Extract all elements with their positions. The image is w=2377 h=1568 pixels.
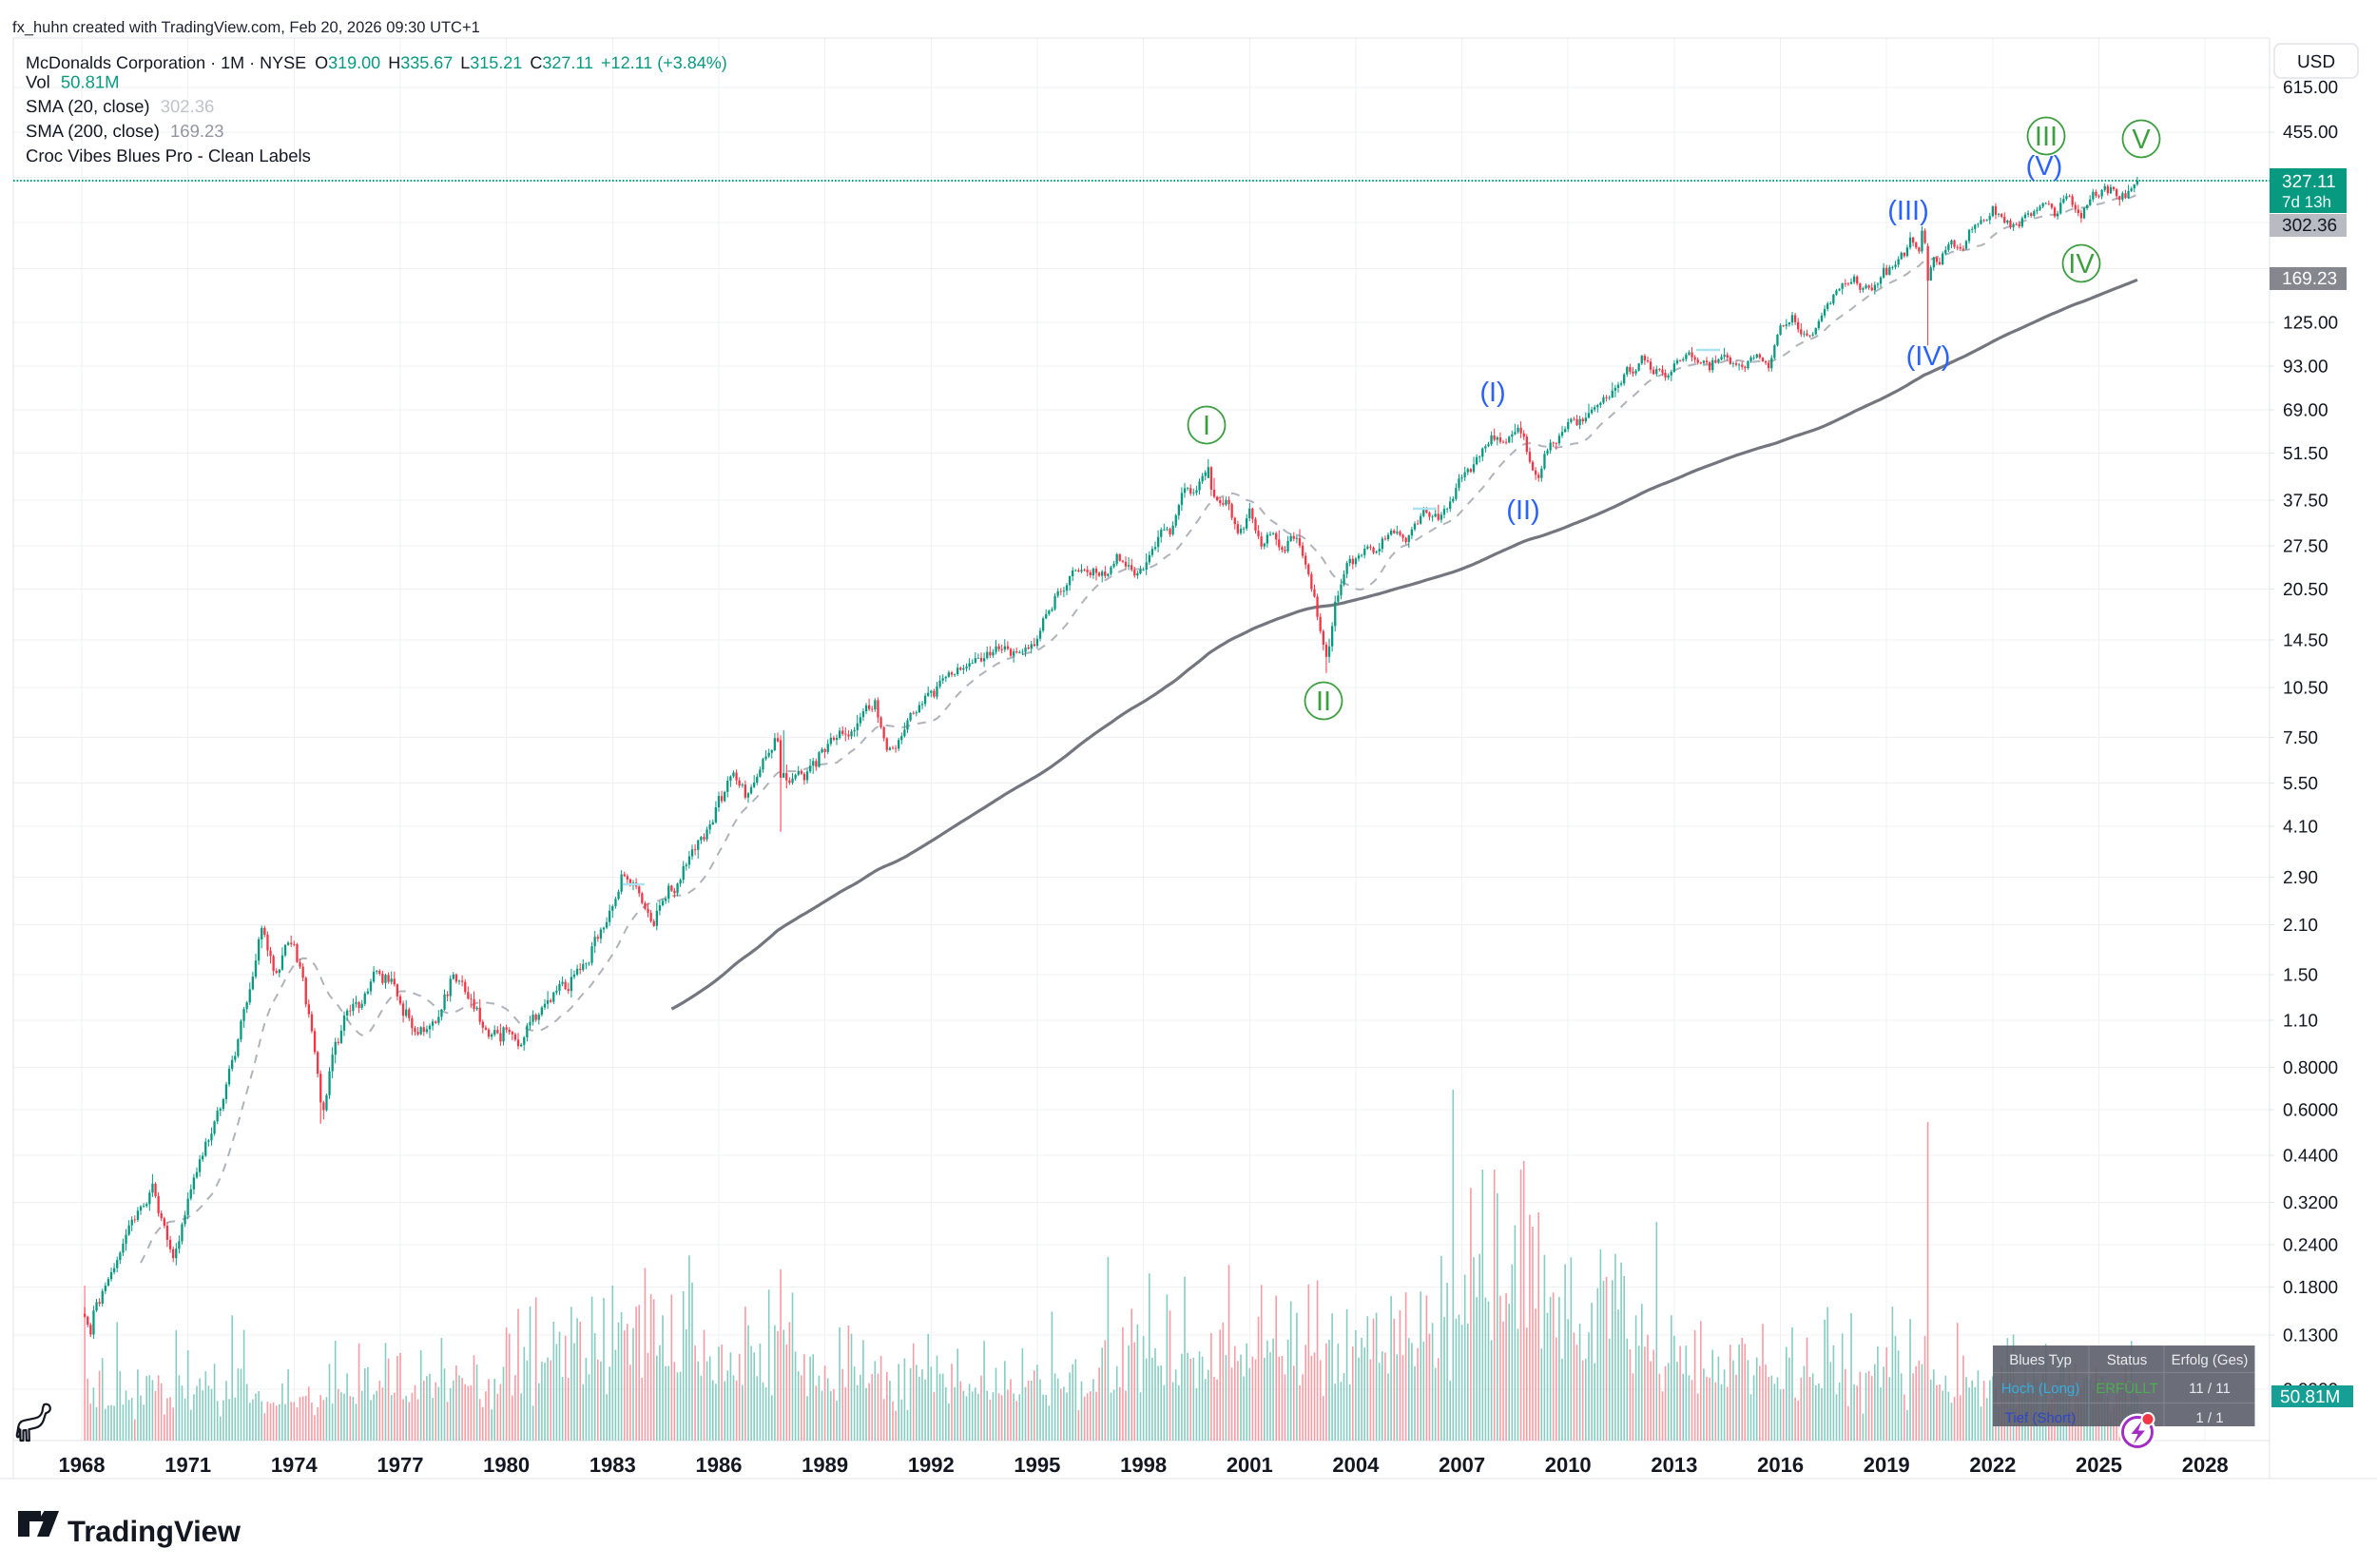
svg-text:2010: 2010: [1545, 1453, 1592, 1477]
svg-text:0.8000: 0.8000: [2283, 1058, 2338, 1078]
svg-text:2.10: 2.10: [2283, 916, 2318, 936]
svg-text:4.10: 4.10: [2283, 817, 2318, 837]
svg-text:169.23: 169.23: [2282, 269, 2337, 289]
svg-text:0.1800: 0.1800: [2283, 1278, 2338, 1298]
svg-text:0.2400: 0.2400: [2283, 1236, 2338, 1256]
svg-text:11 / 11: 11 / 11: [2189, 1381, 2231, 1397]
svg-text:5.50: 5.50: [2283, 774, 2318, 794]
svg-text:1 / 1: 1 / 1: [2195, 1410, 2223, 1426]
svg-text:1998: 1998: [1120, 1453, 1167, 1477]
svg-text:302.36: 302.36: [2282, 216, 2337, 236]
svg-text:Tief (Short): Tief (Short): [2005, 1410, 2076, 1426]
svg-text:27.50: 27.50: [2283, 536, 2329, 556]
svg-text:(I): (I): [1479, 377, 1505, 408]
svg-text:2019: 2019: [1864, 1453, 1910, 1477]
svg-text:McDonalds Corporation · 1M · N: McDonalds Corporation · 1M · NYSE O319.00…: [26, 53, 727, 72]
svg-text:1971: 1971: [164, 1453, 211, 1477]
svg-text:fx_huhn created with TradingVi: fx_huhn created with TradingView.com, Fe…: [12, 19, 480, 36]
svg-text:455.00: 455.00: [2283, 123, 2338, 143]
svg-text:2.90: 2.90: [2283, 868, 2318, 888]
svg-text:1989: 1989: [802, 1453, 848, 1477]
svg-text:2001: 2001: [1227, 1453, 1273, 1477]
svg-text:V: V: [2132, 125, 2151, 155]
svg-text:0.6000: 0.6000: [2283, 1100, 2338, 1120]
svg-text:2004: 2004: [1332, 1453, 1380, 1477]
svg-text:2013: 2013: [1651, 1453, 1697, 1477]
svg-text:50.81M: 50.81M: [2280, 1387, 2340, 1407]
svg-text:7d 13h: 7d 13h: [2282, 193, 2331, 211]
svg-text:10.50: 10.50: [2283, 679, 2329, 699]
svg-text:7.50: 7.50: [2283, 728, 2318, 748]
svg-text:2022: 2022: [1969, 1453, 2016, 1477]
svg-text:III: III: [2035, 122, 2058, 152]
svg-text:20.50: 20.50: [2283, 580, 2329, 600]
svg-text:(II): (II): [1506, 495, 1539, 526]
svg-text:SMA (20, close) 302.36: SMA (20, close) 302.36: [26, 96, 214, 116]
svg-text:2025: 2025: [2076, 1453, 2122, 1477]
svg-text:Hoch (Long): Hoch (Long): [2001, 1381, 2080, 1397]
svg-text:2016: 2016: [1757, 1453, 1804, 1477]
svg-text:II: II: [1316, 687, 1331, 717]
svg-text:93.00: 93.00: [2283, 358, 2329, 377]
svg-text:IV: IV: [2068, 249, 2095, 280]
svg-text:(V): (V): [2026, 151, 2063, 182]
svg-text:I: I: [1203, 411, 1210, 441]
svg-text:Status: Status: [2107, 1352, 2148, 1368]
svg-text:Croc Vibes Blues Pro - Clean L: Croc Vibes Blues Pro - Clean Labels: [26, 145, 311, 165]
svg-text:69.00: 69.00: [2283, 401, 2329, 421]
svg-text:1.50: 1.50: [2283, 965, 2318, 985]
svg-text:(III): (III): [1887, 196, 1929, 226]
svg-text:ERFÜLLT: ERFÜLLT: [2096, 1381, 2158, 1397]
svg-text:1983: 1983: [589, 1453, 636, 1477]
svg-text:0.3200: 0.3200: [2283, 1193, 2338, 1213]
svg-text:1977: 1977: [377, 1453, 424, 1477]
svg-text:125.00: 125.00: [2283, 314, 2338, 334]
svg-text:0.1300: 0.1300: [2283, 1326, 2338, 1346]
svg-text:0.4400: 0.4400: [2283, 1147, 2338, 1167]
svg-text:327.11: 327.11: [2282, 172, 2336, 192]
svg-text:Vol 50.81M: Vol 50.81M: [26, 72, 120, 92]
svg-text:1974: 1974: [271, 1453, 319, 1477]
svg-text:14.50: 14.50: [2283, 631, 2329, 651]
svg-text:USD: USD: [2297, 52, 2335, 72]
svg-text:Blues Typ: Blues Typ: [2009, 1352, 2072, 1368]
svg-text:615.00: 615.00: [2283, 78, 2338, 98]
svg-text:TradingView: TradingView: [68, 1515, 242, 1548]
svg-text:1.10: 1.10: [2283, 1011, 2318, 1031]
svg-text:1992: 1992: [908, 1453, 955, 1477]
svg-text:51.50: 51.50: [2283, 444, 2329, 464]
svg-text:1980: 1980: [483, 1453, 530, 1477]
svg-text:1995: 1995: [1014, 1453, 1060, 1477]
svg-text:(IV): (IV): [1906, 341, 1951, 372]
svg-text:2007: 2007: [1439, 1453, 1485, 1477]
svg-text:Erfolg (Ges): Erfolg (Ges): [2172, 1352, 2249, 1368]
svg-text:SMA (200, close) 169.23: SMA (200, close) 169.23: [26, 121, 224, 141]
svg-text:37.50: 37.50: [2283, 491, 2329, 511]
svg-text:1968: 1968: [59, 1453, 106, 1477]
svg-text:1986: 1986: [696, 1453, 743, 1477]
svg-text:2028: 2028: [2182, 1453, 2229, 1477]
